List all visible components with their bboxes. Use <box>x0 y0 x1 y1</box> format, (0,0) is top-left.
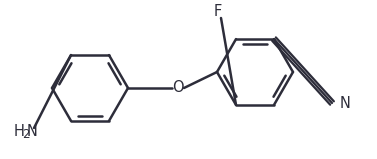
Text: N: N <box>340 96 351 111</box>
Text: 2: 2 <box>22 128 29 142</box>
Text: H: H <box>14 124 25 139</box>
Text: O: O <box>172 80 184 96</box>
Text: F: F <box>214 4 222 20</box>
Text: N: N <box>27 124 38 139</box>
